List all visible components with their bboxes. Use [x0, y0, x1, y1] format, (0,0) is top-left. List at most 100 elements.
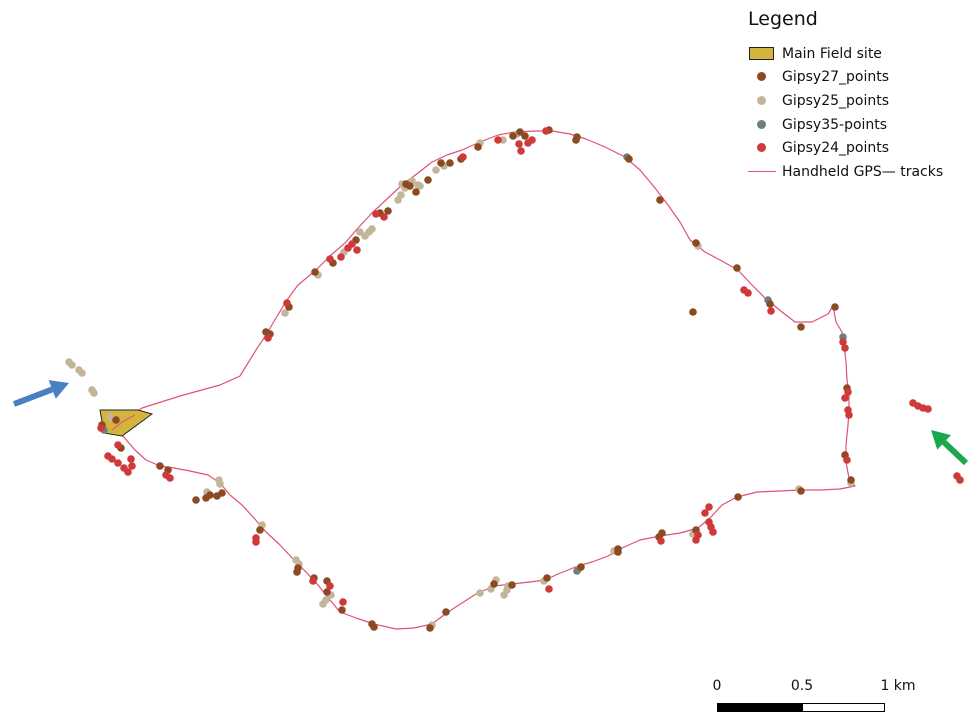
gipsy24-point	[380, 213, 388, 221]
gipsy25-point	[397, 191, 405, 199]
scale-label-1km: 1 km	[880, 678, 916, 694]
gipsy24-point	[283, 299, 291, 307]
legend-item-gipsy25: Gipsy25_points	[748, 89, 963, 113]
gipsy24-point	[114, 441, 122, 449]
scale-label-half: 0.5	[790, 678, 814, 694]
gipsy24-point	[337, 253, 345, 261]
scale-segment-empty	[802, 703, 885, 712]
gipsy27-point	[437, 159, 445, 167]
legend-label: Gipsy24_points	[782, 140, 890, 157]
gipsy27-point	[733, 264, 741, 272]
gipsy24-point	[353, 246, 361, 254]
gipsy24-point	[845, 411, 853, 419]
gipsy27-point	[256, 526, 264, 534]
gipsy24-point	[767, 307, 775, 315]
gipsy24-point	[372, 210, 380, 218]
gipsy24-point	[339, 598, 347, 606]
gipsy24-point	[515, 140, 523, 148]
legend-item-gps-tracks: Handheld GPS— tracks	[748, 160, 963, 184]
gipsy27-point	[112, 416, 120, 424]
scale-segment-filled	[717, 703, 802, 712]
gipsy27-point	[446, 159, 454, 167]
main-field-site-polygon	[99, 409, 154, 437]
gipsy25-point	[78, 369, 86, 377]
gps-track-line	[119, 130, 856, 630]
gipsy24-point	[956, 476, 964, 484]
gipsy24-point	[97, 424, 105, 432]
gipsy24-point	[326, 582, 334, 590]
gipsy24-point	[744, 289, 752, 297]
gipsy24-point	[162, 471, 170, 479]
gipsy25-point	[68, 361, 76, 369]
gipsy24-point	[528, 136, 536, 144]
scale-bar: 0 0.5 1 km	[700, 678, 916, 712]
gipsy24-point	[326, 255, 334, 263]
line-swatch-icon	[748, 164, 776, 180]
legend-item-gipsy24: Gipsy24_points	[748, 136, 963, 160]
gipsy27-point	[797, 487, 805, 495]
gipsy27-point	[831, 303, 839, 311]
legend-label: Gipsy25_points	[782, 92, 890, 109]
gipsy27-point	[424, 176, 432, 184]
gipsy24-point	[459, 153, 467, 161]
gipsy25-point	[368, 225, 376, 233]
gipsy27-point	[543, 574, 551, 582]
green-arrow-icon	[931, 430, 968, 466]
gipsy27-point	[847, 476, 855, 484]
gipsy27-point	[426, 624, 434, 632]
gipsy27-point	[412, 188, 420, 196]
gipsy25-point	[215, 476, 223, 484]
legend-title: Legend	[748, 8, 818, 30]
gipsy27-point	[766, 300, 774, 308]
legend-label: Gipsy35-points	[782, 116, 888, 133]
gipsy24-point	[843, 456, 851, 464]
gipsy24-point	[657, 537, 665, 545]
gipsy27-point	[509, 132, 517, 140]
gipsy24-point	[108, 455, 116, 463]
gipsy27-point	[521, 132, 529, 140]
gipsy25-point	[106, 413, 114, 421]
gps-track-line	[111, 414, 136, 431]
gipsy24-point	[348, 240, 356, 248]
gipsy27-point	[192, 496, 200, 504]
gipsy25-point	[319, 600, 327, 608]
dot-swatch-icon	[748, 69, 776, 85]
legend-item-gipsy27: Gipsy27_points	[748, 66, 963, 90]
legend-label: Main Field site	[782, 45, 882, 62]
gipsy24-point	[127, 455, 135, 463]
gipsy27-point	[625, 155, 633, 163]
gipsy25-point	[292, 556, 300, 564]
arrow-layer	[12, 380, 968, 466]
gipsy27-point	[614, 548, 622, 556]
gps-points-layer	[65, 126, 964, 632]
gipsy25-point	[500, 591, 508, 599]
gipsy24-point	[924, 405, 932, 413]
gipsy27-point	[797, 323, 805, 331]
legend-item-gipsy35: Gipsy35-points	[748, 113, 963, 137]
gipsy27-point	[573, 133, 581, 141]
gipsy24-point	[542, 127, 550, 135]
gipsy25-point	[281, 309, 289, 317]
gipsy24-point	[128, 462, 136, 470]
gipsy27-point	[202, 494, 210, 502]
gipsy27-point	[442, 608, 450, 616]
gipsy25-point	[416, 182, 424, 190]
dot-swatch-icon	[748, 93, 776, 109]
legend: Legend Main Field site Gipsy27_points Gi…	[748, 6, 963, 184]
gipsy27-point	[490, 580, 498, 588]
gipsy27-point	[370, 623, 378, 631]
field-site-layer	[99, 409, 154, 437]
gipsy24-point	[517, 147, 525, 155]
gipsy24-point	[841, 394, 849, 402]
gps-track-layer	[119, 130, 856, 630]
legend-item-main-field-site: Main Field site	[748, 42, 963, 66]
scale-label-0: 0	[712, 678, 722, 694]
legend-label: Gipsy27_points	[782, 69, 890, 86]
gipsy27-point	[293, 568, 301, 576]
gipsy24-point	[264, 334, 272, 342]
gipsy27-point	[323, 588, 331, 596]
gipsy24-point	[545, 585, 553, 593]
gipsy24-point	[844, 388, 852, 396]
legend-label: Handheld GPS— tracks	[782, 163, 944, 180]
gipsy27-point	[311, 268, 319, 276]
